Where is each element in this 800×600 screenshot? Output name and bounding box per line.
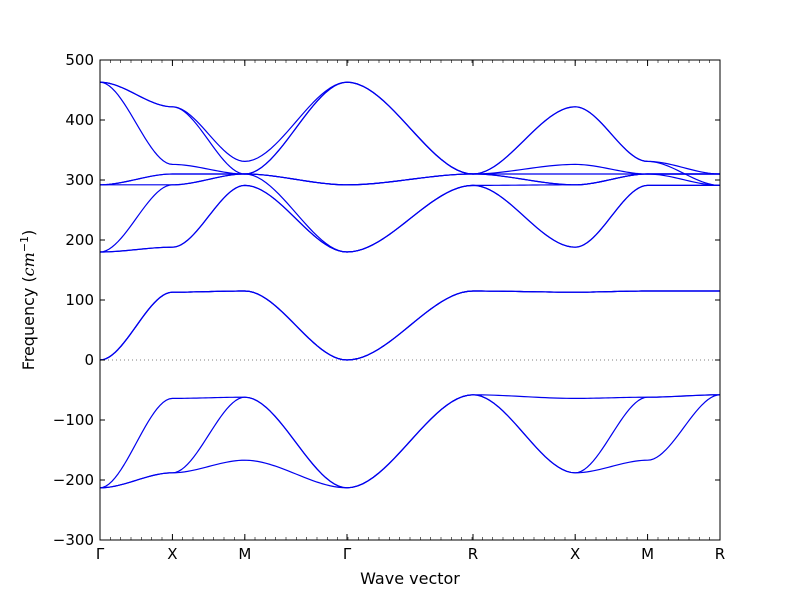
x-tick-label: R <box>715 545 725 563</box>
y-tick-label: 0 <box>84 351 94 369</box>
y-axis-label: Frequency (cm−1) <box>18 230 38 371</box>
y-tick-label: 400 <box>65 111 94 129</box>
band-lines <box>100 81 720 489</box>
band-line-3 <box>100 394 720 489</box>
y-tick-label: 100 <box>65 291 94 309</box>
y-tick-label: −300 <box>53 531 94 549</box>
x-tick-label: Γ <box>343 545 352 563</box>
y-tick-labels: −300 −200 −100 0 100 200 300 400 500 <box>53 51 94 549</box>
y-axis-label-suffix: ) <box>19 230 38 236</box>
y-tick-label: −100 <box>53 411 94 429</box>
x-tick-label: M <box>238 545 251 563</box>
band-line-12 <box>100 163 720 186</box>
x-tick-label: X <box>167 545 177 563</box>
x-tick-label: X <box>570 545 580 563</box>
y-tick-label: −200 <box>53 471 94 489</box>
y-tick-label: 300 <box>65 171 94 189</box>
band-line-6 <box>100 290 720 361</box>
x-tick-label: M <box>641 545 654 563</box>
y-tick-label: 500 <box>65 51 94 69</box>
y-axis-label-exponent: −1 <box>18 236 31 252</box>
x-tick-label: Γ <box>96 545 105 563</box>
x-axis-label: Wave vector <box>360 569 460 588</box>
axis-ticks <box>99 59 721 541</box>
x-tick-label: R <box>468 545 478 563</box>
band-line-15 <box>100 81 720 186</box>
y-tick-label: 200 <box>65 231 94 249</box>
y-axis-label-prefix: Frequency ( <box>19 276 38 370</box>
y-axis-label-unit: cm <box>19 252 38 276</box>
